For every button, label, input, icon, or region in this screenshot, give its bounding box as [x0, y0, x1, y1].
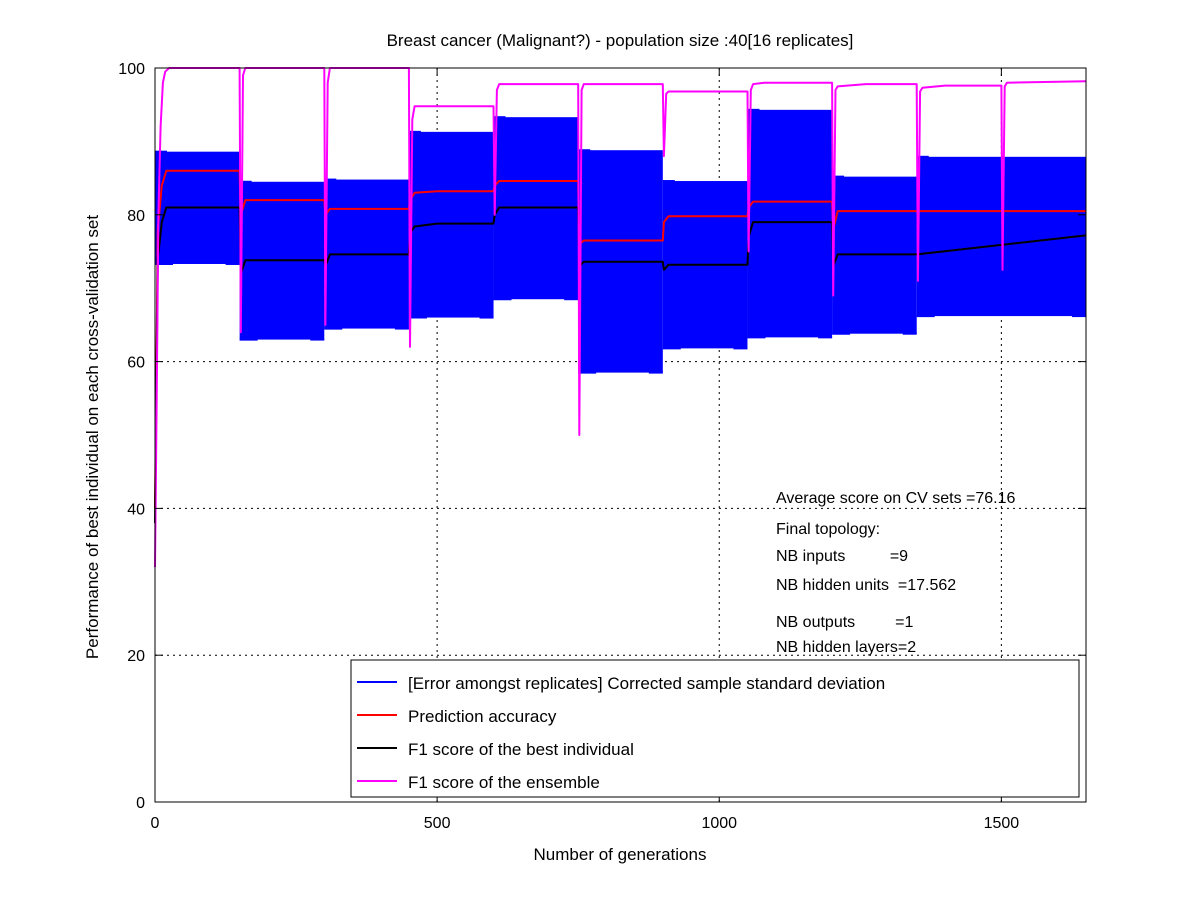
annotation-line: NB inputs =9 [776, 548, 908, 565]
x-tick-label: 1000 [701, 815, 737, 832]
axes-frame [154, 67, 1087, 803]
plot-frame [154, 67, 1087, 803]
legend-entry: F1 score of the ensemble [408, 773, 600, 792]
legend-entry: Prediction accuracy [408, 707, 557, 726]
y-tick-label: 0 [136, 795, 145, 812]
series-line-f1-score-of-the-ensemble [154, 67, 1087, 568]
legend: [Error amongst replicates] Corrected sam… [350, 659, 1080, 798]
annotation-line: NB hidden layers=2 [776, 639, 916, 656]
annotation-line: NB outputs =1 [776, 614, 914, 631]
std-band [747, 109, 833, 338]
y-tick-label: 20 [127, 648, 145, 665]
chart-title: Breast cancer (Malignant?) - population … [387, 31, 854, 50]
y-axis-label: Performance of best individual on each c… [83, 215, 102, 659]
x-tick-label: 500 [424, 815, 451, 832]
x-tick-label: 1500 [984, 815, 1020, 832]
topology-annotations: Average score on CV sets =76.16 Final top… [776, 490, 1016, 656]
x-axis-label: Number of generations [534, 845, 707, 864]
y-tick-label: 80 [127, 208, 145, 225]
y-tick-label: 60 [127, 355, 145, 372]
annotation-line: Average score on CV sets =76.16 [776, 490, 1016, 507]
y-tick-label: 100 [118, 61, 145, 78]
legend-entry: F1 score of the best individual [408, 740, 634, 759]
annotation-line: Final topology: [776, 521, 880, 538]
y-tick-label: 40 [127, 501, 145, 518]
axis-ticks: 0 500 1000 1500 0 20 40 60 80 100 [118, 61, 1086, 832]
line-series [154, 67, 1087, 568]
legend-box [350, 659, 1080, 798]
x-tick-label: 0 [151, 815, 160, 832]
annotation-line: NB hidden units =17.562 [776, 577, 956, 594]
legend-entry: [Error amongst replicates] Corrected sam… [408, 674, 885, 693]
